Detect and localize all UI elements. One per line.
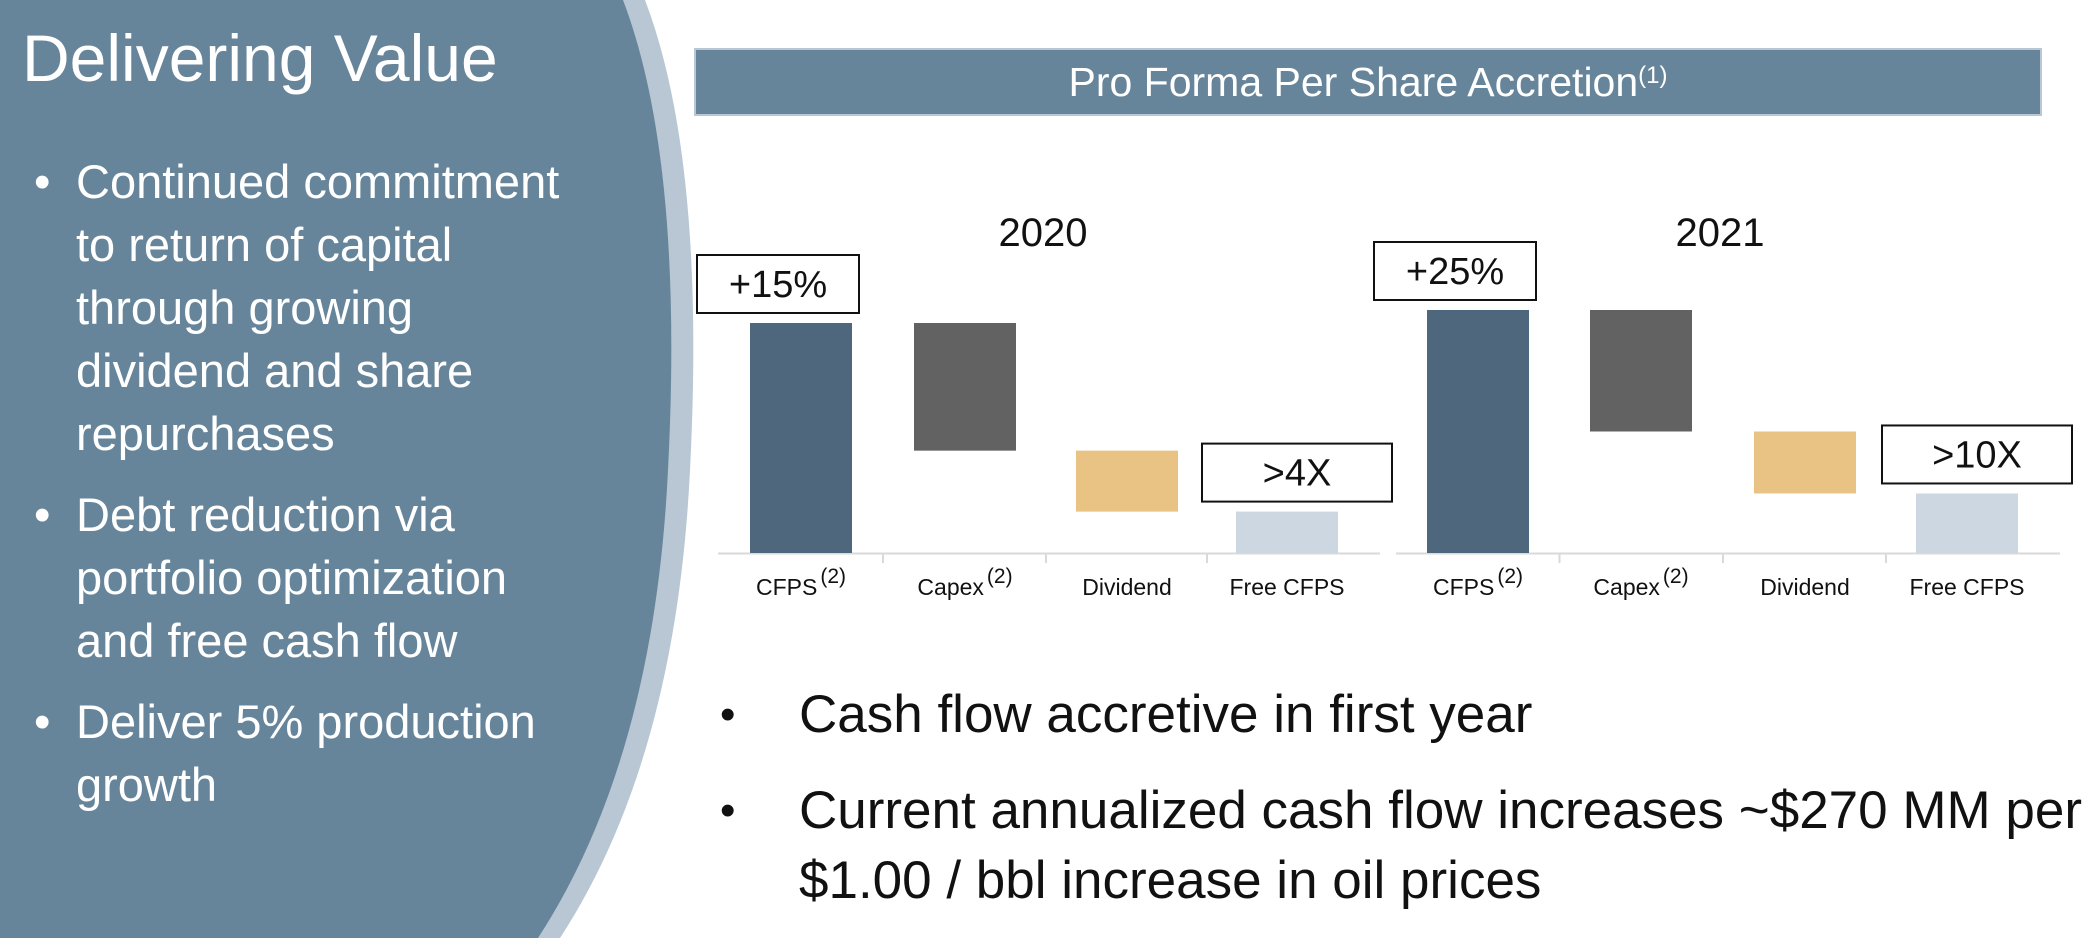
bottom-bullet-text: Current annualized cash flow increases ~…	[799, 781, 2082, 910]
bullet-icon: •	[34, 155, 51, 208]
bar-cfps	[750, 323, 852, 553]
left-bullet-text: Debt reduction via portfolio optimizatio…	[76, 488, 508, 667]
category-footnote: (2)	[987, 565, 1013, 588]
chart-header: Pro Forma Per Share Accretion(1)	[694, 48, 2042, 116]
category-label: Capex (2)	[1593, 565, 1688, 600]
left-bullet-list: • Continued commitment to return of capit…	[0, 150, 596, 834]
bullet-icon: •	[720, 690, 736, 739]
bottom-bullet-text: Cash flow accretive in first year	[799, 685, 1533, 744]
bullet-icon: •	[34, 695, 51, 748]
callout-box	[1201, 442, 1393, 503]
bar-dividend	[1076, 450, 1178, 512]
callout-label: +15%	[729, 264, 827, 306]
category-label: Free CFPS	[1909, 574, 2024, 600]
category-footnote: (2)	[1497, 565, 1523, 588]
left-bullet-item: • Deliver 5% production growth	[0, 690, 596, 816]
bar-free-cfps	[1236, 511, 1338, 553]
category-label: CFPS (2)	[1433, 565, 1523, 600]
bottom-bullet-item: • Current annualized cash flow increases …	[714, 776, 2082, 916]
callout-label: >10X	[1932, 434, 2022, 476]
category-footnote: (2)	[1663, 565, 1689, 588]
slide-title: Delivering Value	[22, 21, 498, 95]
left-bullet-item: • Debt reduction via portfolio optimizati…	[0, 483, 596, 672]
category-label: Capex (2)	[917, 565, 1012, 600]
bottom-bullet-list: • Cash flow accretive in first year • Curr…	[714, 680, 2082, 942]
left-panel-background	[0, 0, 694, 938]
category-label: Free CFPS	[1229, 574, 1344, 600]
left-panel: Delivering Value • Continued commitment t…	[0, 0, 660, 938]
bar-dividend	[1754, 431, 1856, 494]
bullet-icon: •	[720, 786, 736, 835]
category-label: Dividend	[1760, 574, 1850, 600]
category-footnote: (2)	[820, 565, 846, 588]
chart-title-2021: 2021	[1676, 211, 1765, 255]
accretion-charts: 2020 CFPS (2) Capex (2) Dividend Free CFPS +15%…	[696, 211, 2073, 600]
left-bullet-text: Deliver 5% production growth	[76, 695, 536, 811]
bar-capex	[914, 323, 1016, 451]
left-bullet-text: Continued commitment to return of capita…	[76, 155, 560, 460]
category-label: Dividend	[1082, 574, 1172, 600]
callout-box	[1373, 241, 1537, 301]
category-label: CFPS (2)	[756, 565, 846, 600]
chart-header-footnote: (1)	[1638, 62, 1668, 89]
bar-free-cfps	[1916, 493, 2018, 553]
bottom-bullet-item: • Cash flow accretive in first year	[714, 680, 2082, 750]
bar-capex	[1590, 310, 1692, 432]
bar-cfps	[1427, 310, 1529, 553]
chart-header-title: Pro Forma Per Share Accretion	[1068, 59, 1639, 105]
callout-label: >4X	[1263, 453, 1332, 495]
callout-box	[1881, 424, 2073, 485]
chart-title-2020: 2020	[999, 211, 1088, 255]
callout-box	[696, 254, 860, 314]
left-bullet-item: • Continued commitment to return of capit…	[0, 150, 596, 465]
callout-label: +25%	[1406, 251, 1504, 293]
bullet-icon: •	[34, 488, 51, 541]
